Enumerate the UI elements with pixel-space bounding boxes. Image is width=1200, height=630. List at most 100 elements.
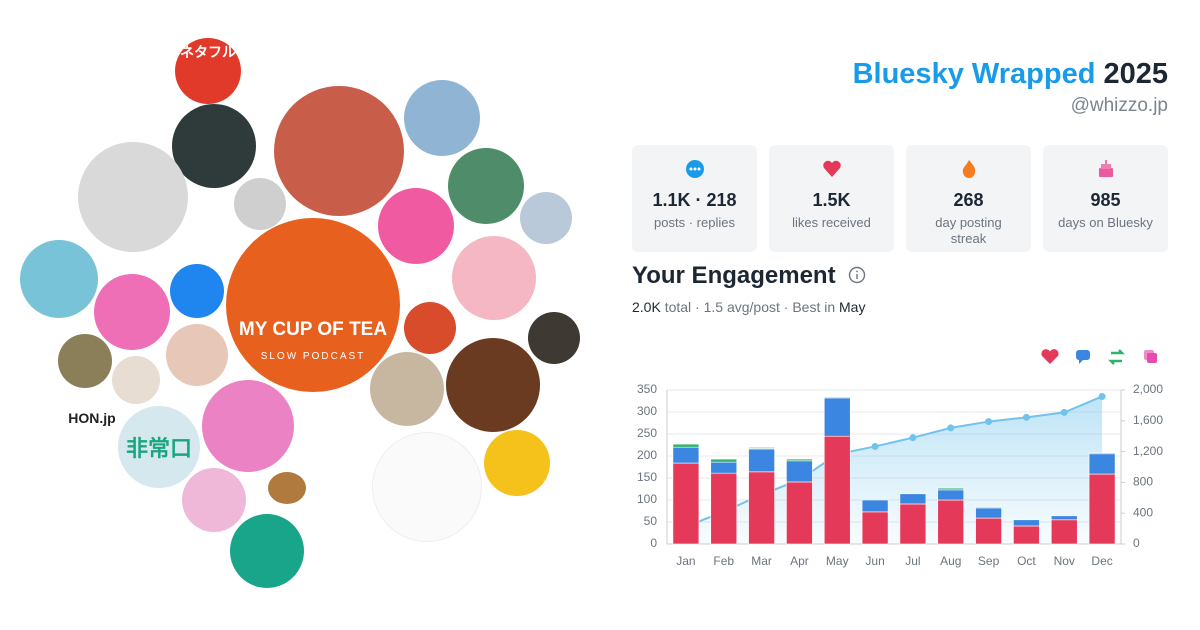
point [1060,408,1068,416]
avatar [452,236,536,320]
bar-segment [975,507,1002,519]
summary-text: total · 1.5 avg/post · Best in [660,299,840,315]
bar-segment [786,481,813,545]
section-title-text: Your Engagement [632,262,836,289]
legend-icon[interactable] [1041,349,1059,364]
section-title: Your Engagement [632,262,866,290]
stat-value: 985 [1090,190,1121,210]
bar-segment [748,448,775,473]
stat-value: 1.5K [812,190,851,210]
x-tick-label: Jan [676,554,695,568]
bar-segment [1088,453,1116,475]
avatar [20,240,98,318]
bar-segment [1088,452,1116,455]
avatar [404,80,480,156]
y-tick-label: 50 [644,514,658,528]
stat-label: day posting streak [935,215,1002,246]
bar-segment [710,458,738,463]
info-icon[interactable] [848,266,866,284]
avatar: 非常口 [118,406,200,488]
avatar [112,356,160,404]
avatar: ネタフル [175,38,241,104]
point [909,434,917,442]
x-tick-label: Jul [905,554,920,568]
bar-segment [1013,519,1040,527]
bar-segment [1050,519,1078,545]
legend-icon[interactable] [1108,349,1125,365]
bar-segment [899,503,927,545]
bar-segment [672,446,700,464]
icon [1098,160,1113,177]
x-tick-label: Mar [751,554,772,568]
point [985,418,993,426]
stat-cards: 1.1K · 218 posts · replies 1.5K likes rece… [632,145,1168,252]
bar-segment [861,499,889,513]
brand: Bluesky Wrapped [852,58,1096,90]
bar-segment [823,396,851,399]
bar-segment [1050,515,1078,521]
point [1098,392,1106,400]
bar-segment [710,461,738,474]
avatar [446,338,540,432]
bar-segment [823,397,851,437]
avatar [78,142,188,252]
point [947,424,955,432]
y2-tick-label: 1,600 [1133,413,1163,427]
point [720,508,728,516]
x-tick-label: May [826,554,849,568]
bar-segment [937,489,965,501]
avatar [234,178,286,230]
y-tick-label: 100 [637,492,657,506]
x-tick-label: Feb [713,554,734,568]
bar-segment [710,472,738,545]
avatar [378,188,454,264]
x-tick-label: Jun [865,554,884,568]
bar-segment [861,511,889,545]
title: Bluesky Wrapped 2025 [853,58,1168,91]
avatar [448,148,524,224]
avatar [520,192,572,244]
stat-card: 268 day posting streak [906,145,1031,252]
bar-segment [748,447,775,450]
stat-card: 1.5K likes received [769,145,894,252]
y-tick-label: 150 [637,470,657,484]
avatar [370,352,444,426]
avatar-text: MY CUP OF TEA [238,319,388,340]
y-tick-label: 0 [650,536,657,550]
y-tick-label: 300 [637,404,657,418]
avatar [528,312,580,364]
x-tick-label: Dec [1091,554,1112,568]
x-tick-label: Nov [1054,554,1075,568]
avatar [202,380,294,472]
bar-segment [975,517,1002,545]
point [833,450,841,458]
stat-label: likes received [792,215,871,230]
avatar [268,472,306,504]
point [795,476,803,484]
stat-card: 985 days on Bluesky [1043,145,1168,252]
handle: @whizzo.jp [1070,95,1168,116]
legend-icon[interactable] [1076,350,1090,360]
x-tick-label: Aug [940,554,961,568]
point [871,442,879,450]
point [758,491,766,499]
avatar [172,104,256,188]
x-tick-label: Apr [790,554,809,568]
avatar: MY CUP OF TEA SLOW PODCAST [226,218,400,392]
icon [962,160,975,178]
avatar [94,274,170,350]
y2-tick-label: 800 [1133,475,1153,489]
bar-segment [786,458,813,462]
avatar [230,514,304,588]
icon [822,160,841,177]
bar-segment [823,435,851,545]
x-tick-label: Oct [1017,554,1036,568]
bar-segment [748,446,775,449]
avatar: HON.jp [68,410,116,426]
bar-segment [672,462,700,545]
bar-segment [1013,525,1040,545]
line [685,395,1103,528]
year: 2025 [1103,58,1168,90]
bar-segment [937,487,965,491]
bar-segment [937,499,965,545]
